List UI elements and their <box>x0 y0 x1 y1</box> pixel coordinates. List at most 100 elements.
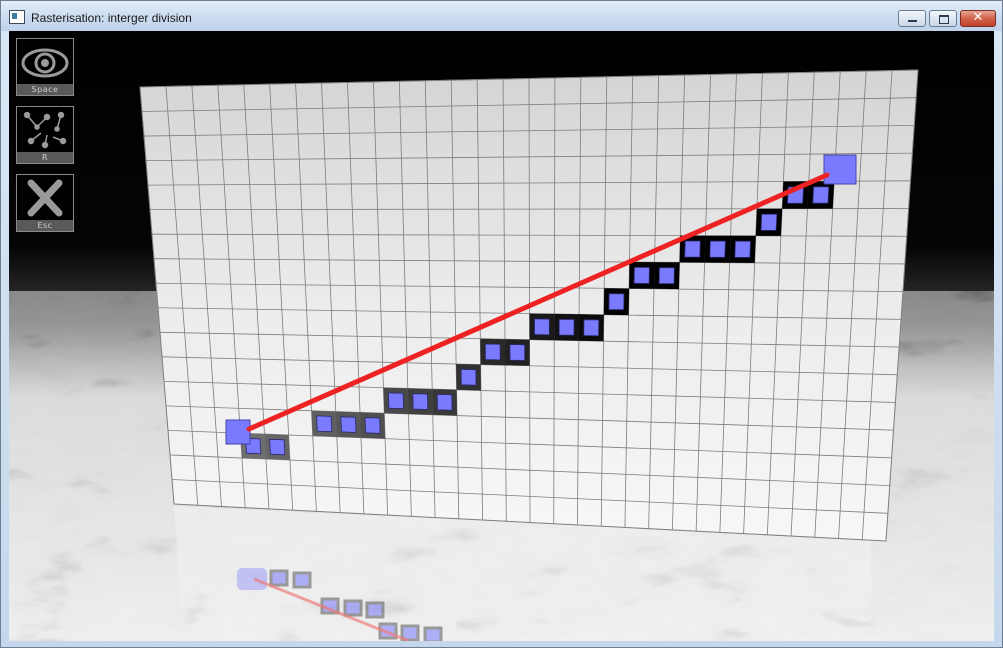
grid-line <box>139 69 919 88</box>
grid-line <box>157 307 902 320</box>
pixel-cell <box>364 417 381 434</box>
grid-line <box>398 81 412 517</box>
pixel-cell <box>583 319 600 337</box>
pixel-cell <box>484 343 501 361</box>
pixel-cell <box>658 267 675 285</box>
line-start-point <box>225 419 251 445</box>
reflected-pixel <box>343 599 363 617</box>
grid-line <box>139 86 175 505</box>
hud-key-label: R <box>17 152 73 163</box>
pixel-cell <box>316 415 333 433</box>
rasterised-pixels <box>240 181 835 460</box>
grid-line <box>814 71 841 538</box>
line-end-point <box>823 154 857 185</box>
grid-line <box>861 70 893 540</box>
grid-line <box>766 72 789 535</box>
reflected-pixel <box>320 597 340 615</box>
grid-line <box>790 72 815 537</box>
grid-line <box>502 79 507 522</box>
grid-line <box>347 82 365 514</box>
grid-line <box>167 430 892 459</box>
pixel-cell <box>709 240 726 258</box>
grid-line <box>145 152 913 161</box>
grid-line <box>577 77 582 525</box>
close-icon: ✕ <box>972 10 984 25</box>
hud-key-label: Esc <box>17 220 73 231</box>
pixel-cell <box>436 393 453 411</box>
eye-icon <box>21 48 69 78</box>
grid-line <box>147 180 911 186</box>
grid-line <box>173 503 887 542</box>
pixel-cell <box>812 186 830 204</box>
grid-line <box>719 73 737 533</box>
grid-line <box>476 79 483 521</box>
hud-key-label: Space <box>17 84 73 95</box>
randomize-button[interactable]: R <box>16 106 74 164</box>
pixel-cell <box>608 293 625 311</box>
minimize-button[interactable] <box>898 10 926 27</box>
pixel-cell <box>534 318 550 336</box>
title-bar[interactable]: Rasterisation: interger division ✕ <box>1 1 1002 31</box>
reflected-pixels <box>237 568 443 641</box>
grid-line <box>143 125 915 137</box>
exit-button[interactable]: Esc <box>16 174 74 232</box>
close-button[interactable]: ✕ <box>960 10 996 27</box>
grid-line <box>528 78 531 523</box>
grid-line <box>161 356 898 376</box>
pixel-cell <box>460 368 477 386</box>
grid-line <box>885 69 919 542</box>
close-x-icon <box>27 179 63 217</box>
pixel-cell <box>684 240 701 258</box>
red-line <box>246 172 830 432</box>
grid-line <box>672 75 685 530</box>
grid-line <box>648 75 660 529</box>
scene-canvas <box>9 31 994 641</box>
pixel-cell <box>734 240 751 258</box>
reflected-pixel <box>400 624 420 641</box>
reflected-pixel <box>423 626 443 641</box>
scatter-points-icon <box>23 111 67 149</box>
grid-line <box>191 85 222 507</box>
reflected-pixel <box>292 571 312 589</box>
minimize-icon <box>908 20 917 22</box>
maximize-icon <box>939 15 949 24</box>
pixel-cell <box>760 213 778 231</box>
grid-line <box>373 81 388 516</box>
toggle-view-button[interactable]: Space <box>16 38 74 96</box>
reflected-line <box>253 577 410 641</box>
grid-line <box>695 74 711 532</box>
grid-line <box>169 454 890 486</box>
grid-line <box>424 80 436 518</box>
pixel-cell <box>558 318 575 336</box>
grid-line <box>295 83 317 512</box>
grid-line <box>553 77 556 524</box>
grid-line <box>165 86 199 506</box>
pixel-cell <box>633 266 650 284</box>
reflected-pixel <box>378 622 398 640</box>
grid-line <box>743 73 763 534</box>
grid-line <box>151 233 907 237</box>
pixel-cell <box>509 344 526 361</box>
grid-lines <box>139 69 919 542</box>
pixel-cell <box>340 416 357 433</box>
pixel-cell <box>388 392 404 410</box>
pixel-cell <box>269 438 286 456</box>
grid-line <box>171 479 888 514</box>
pixel-cell <box>412 393 429 410</box>
reflected-endpoint <box>237 568 267 590</box>
app-icon[interactable] <box>9 10 25 24</box>
grid-line <box>141 97 917 112</box>
grid-line <box>321 83 341 513</box>
maximize-button[interactable] <box>929 10 957 27</box>
3d-viewport[interactable]: Space R Esc <box>9 31 994 641</box>
reflected-pixel <box>269 569 289 587</box>
grid-line <box>159 331 900 348</box>
grid-line <box>155 282 903 293</box>
window-title: Rasterisation: interger division <box>31 11 192 25</box>
grid-line <box>153 258 905 265</box>
grid-line <box>838 71 867 539</box>
grid-line <box>450 80 460 519</box>
grid-line <box>163 380 896 403</box>
reflected-pixel <box>365 601 385 619</box>
